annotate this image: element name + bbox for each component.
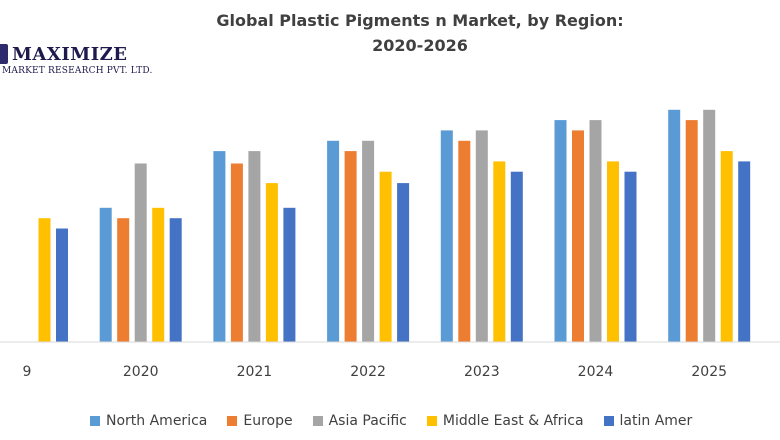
bar-europe-2021 — [230, 163, 243, 342]
bar-north-america-2024 — [554, 120, 567, 342]
x-tick-label-2019: 9 — [23, 364, 32, 380]
x-tick-label-2022: 2022 — [350, 364, 386, 380]
logo-main-text: MAXIMIZE — [12, 44, 128, 65]
legend-swatch — [603, 416, 614, 426]
bar-latin-america-2020 — [169, 218, 182, 342]
legend-label: North America — [106, 413, 208, 429]
bar-middle-east-africa-2020 — [152, 207, 165, 342]
legend-item-europe: Europe — [227, 413, 293, 429]
chart-legend: North America Europe Asia Pacific Middle Ea… — [90, 410, 712, 432]
legend-item-north-america: North America — [90, 413, 207, 429]
bar-middle-east-africa-2025 — [720, 151, 733, 342]
x-tick-label-2021: 2021 — [237, 364, 273, 380]
chart-title: Global Plastic Pigments n Market, by Reg… — [120, 8, 720, 58]
logo-mark-icon — [0, 44, 8, 64]
bar-north-america-2023 — [440, 130, 453, 342]
bar-middle-east-africa-2024 — [607, 161, 619, 342]
bar-latin-america-2019 — [56, 228, 68, 342]
bar-latin-america-2025 — [738, 161, 751, 342]
legend-label: Middle East & Africa — [442, 413, 584, 429]
bar-europe-2024 — [572, 130, 584, 342]
legend-swatch — [312, 416, 323, 426]
bar-asia-pacific-2020 — [134, 163, 147, 342]
legend-item-latin-america: latin Amer — [603, 413, 693, 429]
title-line-1: Global Plastic Pigments n Market, by Reg… — [216, 11, 624, 30]
company-logo: MAXIMIZE MARKET RESEARCH PVT. LTD. — [0, 40, 200, 90]
bar-north-america-2021 — [213, 151, 226, 342]
bar-asia-pacific-2024 — [589, 120, 602, 342]
bar-north-america-2025 — [668, 109, 681, 342]
legend-item-middle-east-africa: Middle East & Africa — [426, 413, 584, 429]
logo-sub-text: MARKET RESEARCH PVT. LTD. — [2, 66, 153, 76]
bars-group — [38, 109, 751, 342]
bar-north-america-2020 — [99, 207, 112, 342]
legend-swatch — [426, 416, 437, 426]
x-tick-labels: 920202021202220232024202520 — [23, 364, 727, 380]
legend-label: Europe — [243, 413, 293, 429]
x-tick-label-2025: 2025 — [691, 364, 727, 380]
bar-latin-america-2021 — [283, 207, 296, 342]
x-tick-label-2020: 2020 — [123, 364, 159, 380]
legend-swatch — [90, 416, 100, 426]
bar-middle-east-africa-2019 — [38, 218, 51, 342]
bar-north-america-2022 — [327, 140, 340, 342]
bar-asia-pacific-2025 — [703, 109, 716, 342]
bar-latin-america-2024 — [624, 171, 637, 342]
bar-middle-east-africa-2022 — [379, 171, 392, 342]
legend-swatch — [227, 416, 238, 426]
bar-asia-pacific-2023 — [475, 130, 488, 342]
legend-label: latin Amer — [619, 413, 693, 429]
legend-label: Asia Pacific — [328, 413, 407, 429]
bar-europe-2020 — [117, 218, 130, 342]
legend-item-asia-pacific: Asia Pacific — [312, 413, 407, 429]
bar-middle-east-africa-2021 — [265, 183, 278, 342]
bar-asia-pacific-2022 — [362, 140, 375, 342]
bar-europe-2022 — [344, 151, 357, 342]
title-line-2: 2020-2026 — [372, 36, 468, 55]
bar-europe-2023 — [458, 140, 471, 342]
x-tick-label-2024: 2024 — [578, 364, 614, 380]
bar-asia-pacific-2021 — [248, 151, 261, 342]
bar-latin-america-2023 — [510, 171, 523, 342]
bar-europe-2025 — [685, 120, 698, 342]
bar-latin-america-2022 — [397, 183, 410, 342]
x-tick-label-2023: 2023 — [464, 364, 500, 380]
bar-middle-east-africa-2023 — [493, 161, 506, 342]
